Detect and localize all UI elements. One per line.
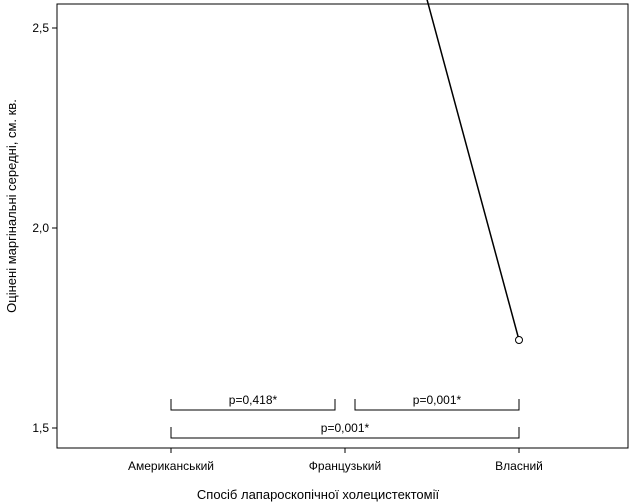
x-axis-title: Спосіб лапароскопічної холецистектомії xyxy=(197,487,440,502)
series-group xyxy=(426,0,523,344)
y-tick-label: 2,5 xyxy=(32,21,49,35)
significance-bracket: p=0,001* xyxy=(170,421,520,439)
x-axis: Американський Французький Власний xyxy=(128,448,543,473)
x-tick-label: Французький xyxy=(309,459,381,473)
series-line xyxy=(426,0,520,341)
y-axis-title: Оцінені маргінальні середні, см. кв. xyxy=(4,99,19,313)
bracket-label: p=0,001* xyxy=(321,421,370,435)
bracket-line xyxy=(170,427,520,439)
y-tick-label: 2,0 xyxy=(32,221,49,235)
x-tick-label: Власний xyxy=(495,459,543,473)
bracket-line xyxy=(170,399,336,411)
x-tick-label: Американський xyxy=(128,459,214,473)
significance-bracket: p=0,418* xyxy=(170,393,336,411)
bracket-line xyxy=(354,399,520,411)
bracket-label: p=0,001* xyxy=(413,393,462,407)
significance-annotations: p=0,418* p=0,001* p=0,001* xyxy=(170,393,520,439)
y-axis: 1,52,02,53,03,5 xyxy=(32,21,57,435)
y-tick-label: 1,5 xyxy=(32,421,49,435)
significance-bracket: p=0,001* xyxy=(354,393,520,411)
plot-area-frame xyxy=(56,3,629,449)
data-point xyxy=(515,336,523,344)
bracket-label: p=0,418* xyxy=(229,393,278,407)
